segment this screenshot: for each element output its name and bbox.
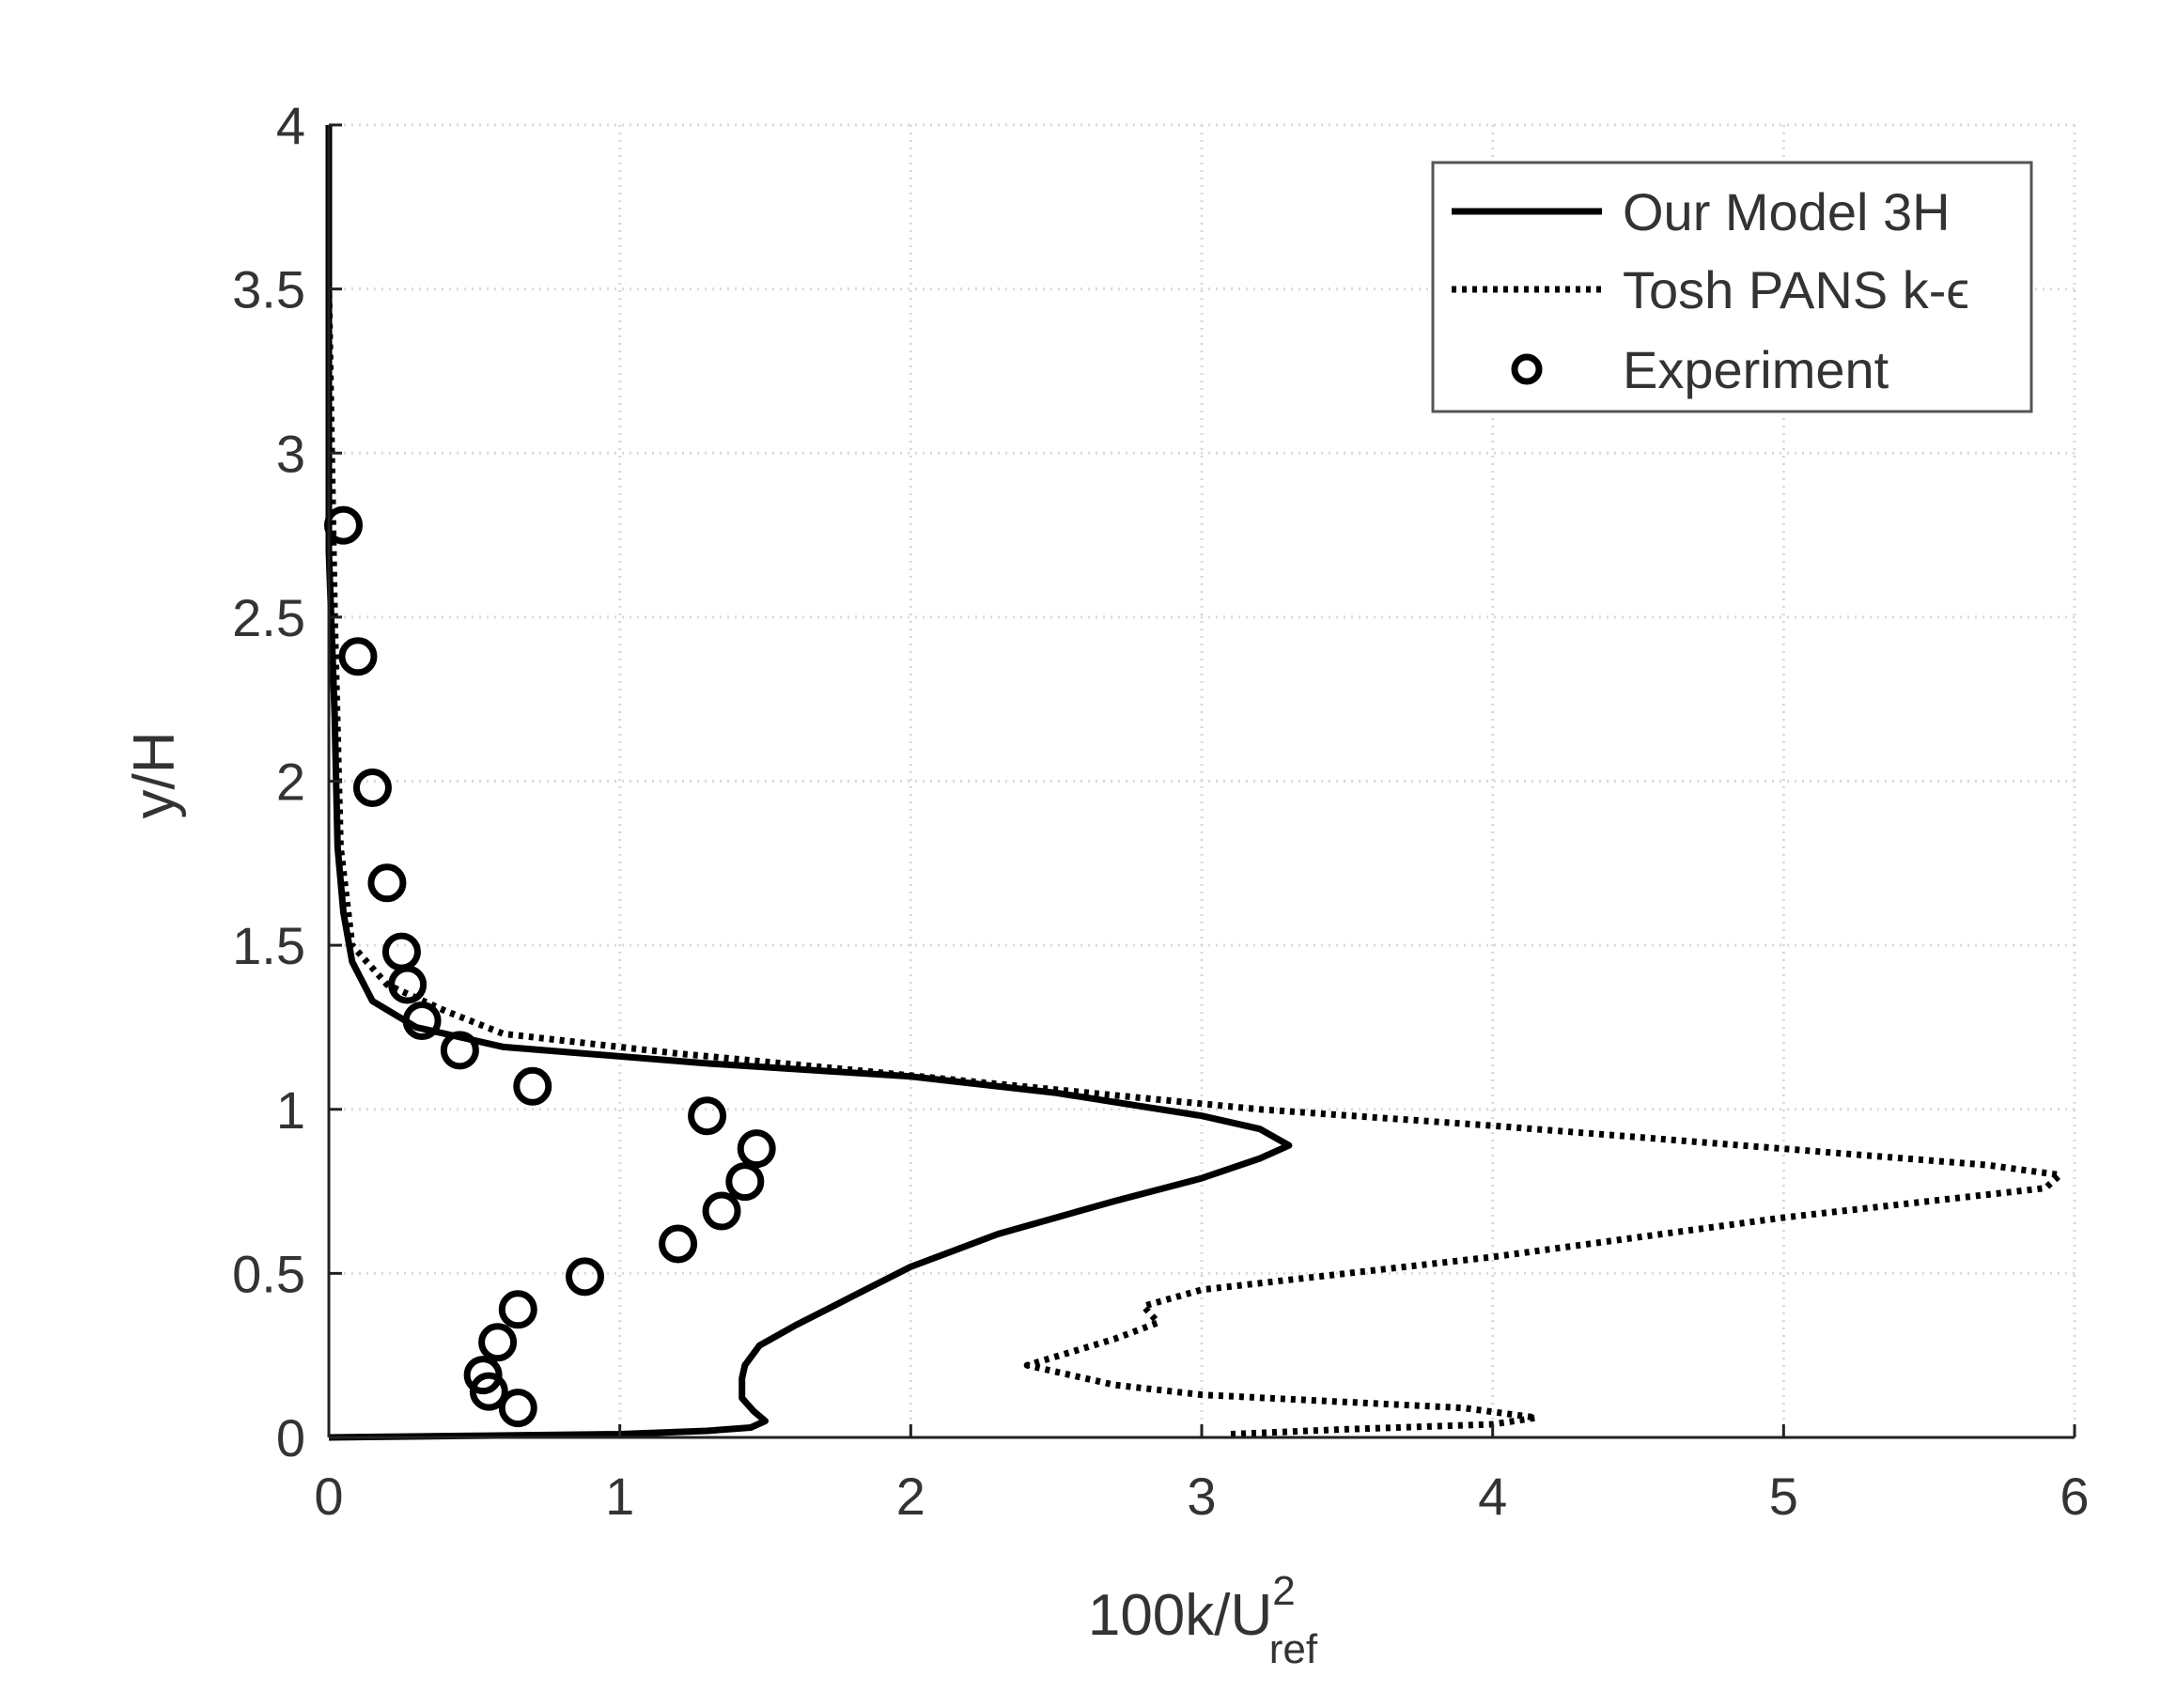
data-point-experiment (463, 1356, 503, 1395)
data-point-experiment (388, 965, 428, 1004)
x-axis-label-subscript: ref (1269, 1626, 1318, 1672)
y-tick-label: 0.5 (232, 1244, 305, 1303)
legend-label-our-model: Our Model 3H (1623, 182, 1951, 241)
y-tick-label: 0 (276, 1408, 305, 1467)
y-tick-label: 1.5 (232, 916, 305, 975)
y-tick-label: 1 (276, 1080, 305, 1140)
legend: Our Model 3H Tosh PANS k-ϵ Experiment (1431, 161, 2033, 413)
data-point-experiment (498, 1290, 537, 1329)
data-point-experiment (702, 1191, 741, 1231)
y-tick-label: 2.5 (232, 588, 305, 647)
x-axis-label-base: 100k/U (1088, 1583, 1272, 1648)
data-point-experiment (469, 1372, 508, 1411)
y-tick-label: 4 (276, 96, 305, 155)
data-point-experiment (737, 1129, 776, 1169)
data-point-experiment (725, 1162, 765, 1202)
data-point-experiment (352, 768, 392, 807)
y-axis-label: y/H (122, 732, 187, 819)
data-point-experiment (440, 1031, 479, 1070)
legend-marker-experiment (1511, 353, 1543, 385)
tick-labels: 0 1 2 3 4 5 6 0 0.5 1 1.5 2 2.5 3 3.5 4 (232, 96, 2089, 1526)
axes (327, 123, 2076, 1439)
x-tick-label: 1 (605, 1467, 634, 1526)
series-line-tosh-pans-k (325, 125, 2063, 1437)
x-axis-label: 100k/U2 ref (1088, 1568, 1318, 1672)
legend-box (1431, 161, 2033, 413)
legend-label-experiment: Experiment (1623, 340, 1889, 399)
data-point-experiment (478, 1323, 518, 1362)
data-point-experiment (323, 505, 363, 545)
x-tick-label: 0 (314, 1467, 343, 1526)
data-series (323, 125, 2063, 1441)
y-tick-label: 2 (276, 753, 305, 812)
legend-label-tosh-pans: Tosh PANS k-ϵ (1623, 260, 1969, 319)
x-tick-label: 4 (1478, 1467, 1507, 1526)
data-point-experiment (338, 637, 378, 676)
data-point-experiment (402, 1001, 442, 1040)
data-point-experiment (688, 1096, 727, 1136)
y-tick-label: 3 (276, 424, 305, 483)
data-point-experiment (659, 1224, 698, 1264)
x-axis-label-superscript: 2 (1272, 1568, 1295, 1614)
data-point-experiment (513, 1066, 552, 1106)
x-tick-label: 6 (2060, 1467, 2089, 1526)
y-tick-label: 3.5 (232, 260, 305, 319)
data-point-experiment (566, 1257, 605, 1297)
x-tick-label: 3 (1187, 1467, 1216, 1526)
x-tick-label: 5 (1769, 1467, 1798, 1526)
series-line-our-model-3h (325, 125, 1293, 1441)
data-point-experiment (367, 863, 407, 903)
data-point-experiment (498, 1389, 537, 1428)
x-tick-label: 2 (896, 1467, 925, 1526)
